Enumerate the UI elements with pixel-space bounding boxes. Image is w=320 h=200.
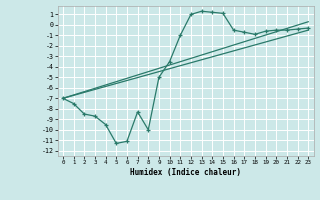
X-axis label: Humidex (Indice chaleur): Humidex (Indice chaleur) xyxy=(130,168,241,177)
